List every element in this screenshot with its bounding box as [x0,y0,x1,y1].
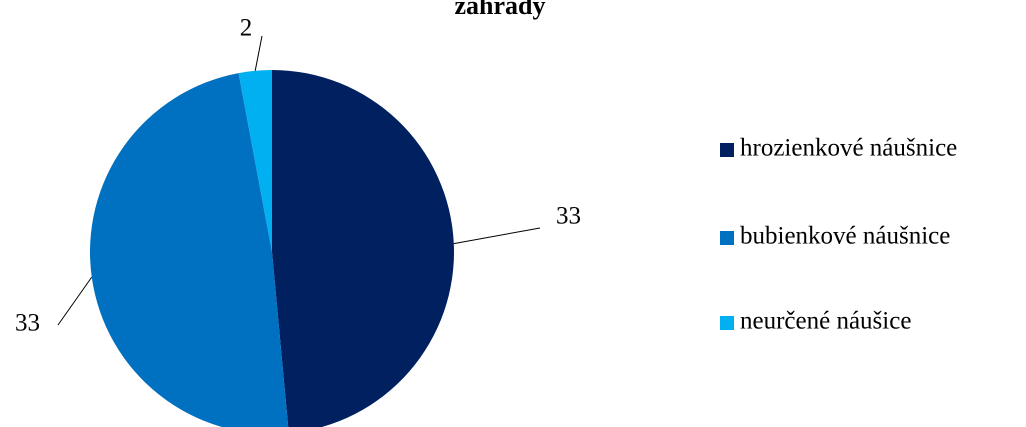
data-label: 2 [240,15,253,42]
leader-line [57,276,93,326]
data-label: 33 [15,310,40,337]
pie-slice [90,73,289,427]
chart-title: záhrady [455,0,546,20]
pie-slice [272,70,454,427]
leader-line [254,35,263,71]
pie-slice [238,70,272,252]
legend-swatch [720,231,734,245]
legend-label: hrozienkové náušnice [740,135,957,162]
data-label: 33 [556,203,581,230]
legend-label: neurčené náušice [740,308,911,335]
legend-swatch [720,316,734,330]
legend-label: bubienkové náušnice [740,223,950,250]
legend-swatch [720,143,734,157]
leader-line [453,227,541,245]
